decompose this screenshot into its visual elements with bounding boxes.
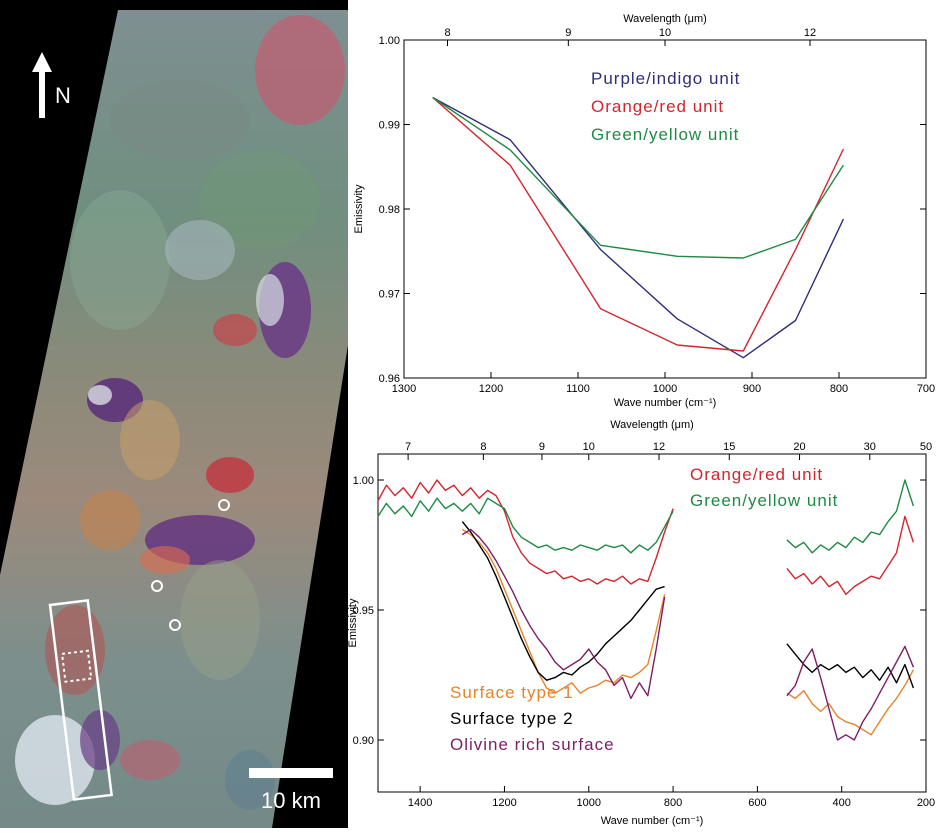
- chart-bottom-svg: 1400 1200 1000 800 600 400 200 0.90 0.95 1.00 7 8 9 1…: [347, 419, 936, 827]
- image-panel: N 10 km: [0, 0, 348, 828]
- series-line-3: [432, 96, 844, 259]
- legend-entry: Surface type 1: [450, 683, 574, 702]
- series-line-3: [786, 669, 915, 736]
- legend-entry: Purple/indigo unit: [591, 69, 740, 88]
- series-line-1: [432, 96, 845, 359]
- series-line-2: [786, 479, 915, 554]
- north-arrow-icon: [32, 52, 52, 118]
- y-tick-label: 0.95: [353, 605, 374, 617]
- x2-tick-label: 9: [539, 441, 545, 453]
- x2-tick-label: 10: [659, 27, 671, 39]
- y-tick-label: 0.90: [353, 735, 374, 747]
- sample-circle: [218, 499, 230, 511]
- x-tick-label: 1000: [653, 383, 677, 395]
- x-tick-label: 1200: [479, 383, 503, 395]
- x-tick-label: 800: [664, 797, 682, 809]
- emissivity-chart-bottom: 1400 1200 1000 800 600 400 200 0.90 0.95 1.00 7 8 9 1…: [347, 414, 937, 828]
- y-tick-label: 1.00: [353, 475, 374, 487]
- y-tick-label: 0.96: [379, 373, 400, 385]
- x2-tick-label: 7: [405, 441, 411, 453]
- x-tick-label: 1100: [566, 383, 590, 395]
- chart-bottom-legend: Orange/red unit Green/yellow unit Surface …: [450, 465, 838, 754]
- x-tick-label: 200: [917, 797, 935, 809]
- legend-entry: Orange/red unit: [591, 97, 724, 116]
- y-tick-label: 0.99: [379, 120, 400, 132]
- series-line-2: [377, 497, 674, 554]
- chart-top-y-title: Emissivity: [353, 184, 365, 233]
- chart-bottom-x-title: Wave number (cm⁻¹): [601, 815, 704, 827]
- series-line-4: [461, 521, 665, 681]
- x-tick-label: 800: [830, 383, 848, 395]
- chart-top-series: [432, 96, 845, 359]
- scale-bar: [249, 768, 333, 778]
- x-tick-label: 400: [833, 797, 851, 809]
- chart-bottom-ticks: 1400 1200 1000 800 600 400 200 0.90 0.95 1.00 7 8 9 1…: [353, 441, 936, 809]
- scale-label: 10 km: [261, 788, 321, 813]
- x-tick-label: 1300: [392, 383, 416, 395]
- chart-top-x2-title: Wavelength (μm): [623, 13, 707, 25]
- chart-bottom-series: [377, 479, 915, 741]
- legend-entry: Surface type 2: [450, 709, 574, 728]
- series-line-5: [786, 645, 915, 741]
- x2-tick-label: 12: [653, 441, 665, 453]
- series-line-4: [786, 643, 915, 689]
- legend-entry: Green/yellow unit: [690, 491, 838, 510]
- x2-tick-label: 50: [920, 441, 932, 453]
- x-tick-label: 700: [917, 383, 935, 395]
- series-line-1: [377, 479, 674, 585]
- chart-top-legend: Purple/indigo unit Orange/red unit Green/y…: [591, 69, 740, 144]
- x2-tick-label: 20: [793, 441, 805, 453]
- legend-entry: Green/yellow unit: [591, 125, 739, 144]
- x2-tick-label: 12: [804, 27, 816, 39]
- series-line-3: [461, 528, 666, 694]
- emissivity-chart-top: 1300 1200 1100 1000 900 800 700 0.96 0.97 0.98 0.9…: [348, 0, 937, 414]
- y-tick-label: 0.97: [379, 289, 400, 301]
- subset-box: [60, 649, 93, 683]
- x-tick-label: 1000: [577, 797, 601, 809]
- series-line-1: [786, 515, 915, 596]
- x-tick-label: 600: [748, 797, 766, 809]
- chart-bottom-y-title: Emissivity: [348, 598, 359, 647]
- series-line-2: [432, 96, 845, 352]
- legend-entry: Olivine rich surface: [450, 735, 615, 754]
- x-tick-label: 900: [743, 383, 761, 395]
- terrain-patches: [15, 15, 345, 810]
- series-line-5: [461, 528, 666, 700]
- chart-top-x-title: Wave number (cm⁻¹): [614, 397, 717, 409]
- x2-tick-label: 30: [864, 441, 876, 453]
- x-tick-label: 1400: [408, 797, 432, 809]
- chart-top-ticks: 1300 1200 1100 1000 900 800 700 0.96 0.97 0.98 0.9…: [379, 27, 936, 395]
- chart-bottom-x2-title: Wavelength (μm): [610, 419, 694, 431]
- map-image: N 10 km: [0, 0, 348, 828]
- sample-circle: [169, 619, 181, 631]
- x2-tick-label: 8: [444, 27, 450, 39]
- north-label: N: [55, 83, 71, 108]
- chart-top-svg: 1300 1200 1100 1000 900 800 700 0.96 0.97 0.98 0.9…: [353, 13, 936, 409]
- sample-circle: [151, 580, 163, 592]
- x2-tick-label: 15: [723, 441, 735, 453]
- chart-bottom-frame: [377, 453, 927, 793]
- x2-tick-label: 9: [565, 27, 571, 39]
- footprint-box: [48, 598, 113, 801]
- x-tick-label: 1200: [492, 797, 516, 809]
- y-tick-label: 1.00: [379, 35, 400, 47]
- y-tick-label: 0.98: [379, 204, 400, 216]
- chart-top-frame: [403, 39, 927, 379]
- x2-tick-label: 10: [583, 441, 595, 453]
- x2-tick-label: 8: [480, 441, 486, 453]
- legend-entry: Orange/red unit: [690, 465, 823, 484]
